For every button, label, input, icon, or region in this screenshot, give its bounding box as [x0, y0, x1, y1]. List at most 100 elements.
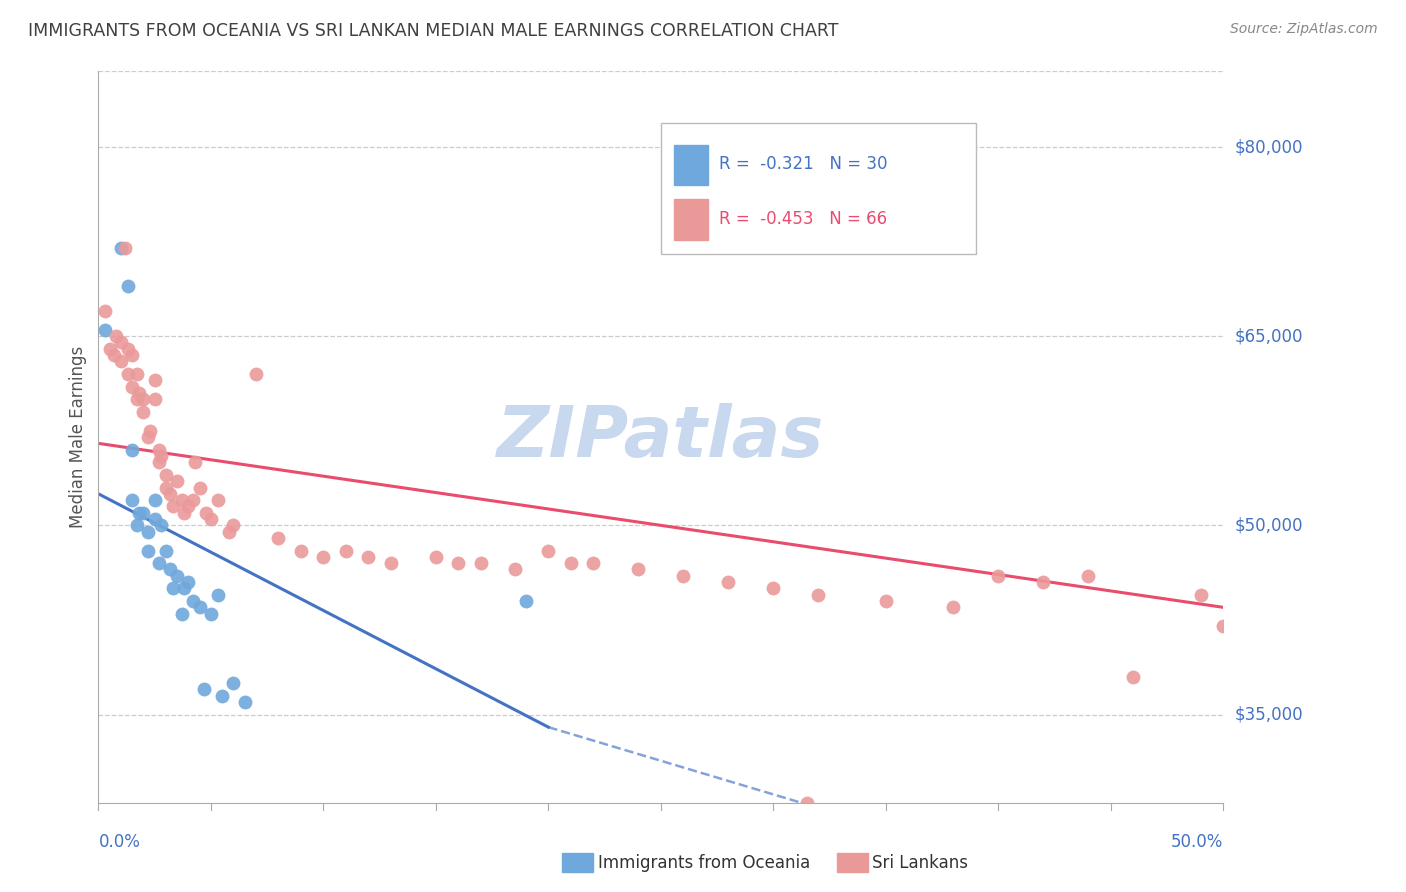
Point: [1032, 575, 1054, 590]
Text: 50.0%: 50.0%: [1171, 833, 1223, 851]
Point: [94, 323, 117, 337]
Bar: [675, 199, 709, 240]
Point: [245, 367, 267, 381]
Point: [117, 278, 139, 293]
Point: [942, 600, 965, 615]
Bar: [675, 145, 709, 185]
Point: [1189, 588, 1212, 602]
Text: Source: ZipAtlas.com: Source: ZipAtlas.com: [1230, 22, 1378, 37]
Point: [560, 556, 582, 570]
Text: R =  -0.321   N = 30: R = -0.321 N = 30: [720, 155, 887, 173]
Point: [155, 543, 177, 558]
Point: [184, 455, 207, 469]
Point: [181, 594, 204, 608]
Point: [177, 500, 200, 514]
Point: [312, 549, 335, 564]
Point: [121, 442, 143, 457]
Point: [143, 493, 166, 508]
Point: [139, 424, 162, 438]
Point: [143, 392, 166, 407]
Point: [162, 582, 184, 596]
Point: [162, 500, 184, 514]
Point: [200, 607, 222, 621]
Point: [173, 582, 195, 596]
Point: [200, 512, 222, 526]
Point: [132, 392, 155, 407]
Point: [627, 562, 650, 576]
Point: [987, 569, 1010, 583]
Y-axis label: Median Male Earnings: Median Male Earnings: [69, 346, 87, 528]
Point: [166, 569, 188, 583]
Text: R =  -0.453   N = 66: R = -0.453 N = 66: [720, 211, 887, 228]
Point: [110, 241, 132, 255]
Text: $65,000: $65,000: [1234, 327, 1303, 345]
Point: [143, 512, 166, 526]
Point: [267, 531, 290, 545]
Point: [94, 304, 117, 318]
Point: [1212, 619, 1234, 633]
Point: [335, 543, 357, 558]
Point: [222, 676, 245, 690]
Point: [136, 543, 159, 558]
Point: [105, 329, 128, 343]
Point: [447, 556, 470, 570]
Text: ZIPatlas: ZIPatlas: [498, 402, 824, 472]
Point: [125, 518, 148, 533]
Point: [207, 588, 229, 602]
Point: [193, 682, 215, 697]
Point: [717, 575, 740, 590]
Point: [159, 562, 181, 576]
Point: [121, 493, 143, 508]
Point: [159, 487, 181, 501]
Point: [148, 556, 170, 570]
Point: [148, 442, 170, 457]
Point: [222, 518, 245, 533]
Point: [125, 392, 148, 407]
Point: [117, 367, 139, 381]
Point: [173, 506, 195, 520]
Point: [290, 543, 312, 558]
Point: [357, 549, 380, 564]
Point: [150, 449, 173, 463]
Point: [470, 556, 492, 570]
Text: $80,000: $80,000: [1234, 138, 1303, 156]
Point: [515, 594, 537, 608]
Text: $50,000: $50,000: [1234, 516, 1303, 534]
Point: [132, 405, 155, 419]
Point: [1122, 670, 1144, 684]
Point: [103, 348, 125, 362]
Point: [125, 367, 148, 381]
Point: [672, 569, 695, 583]
Text: Immigrants from Oceania: Immigrants from Oceania: [598, 854, 810, 871]
Point: [762, 582, 785, 596]
Text: 0.0%: 0.0%: [98, 833, 141, 851]
Point: [503, 562, 526, 576]
Point: [875, 594, 897, 608]
Point: [110, 335, 132, 350]
Point: [170, 493, 193, 508]
Point: [195, 506, 218, 520]
Point: [166, 474, 188, 488]
Point: [1077, 569, 1099, 583]
Point: [380, 556, 402, 570]
Point: [582, 556, 605, 570]
Point: [117, 342, 139, 356]
Point: [128, 386, 150, 401]
Point: [537, 543, 560, 558]
Point: [233, 695, 256, 709]
Point: [425, 549, 447, 564]
Point: [170, 607, 193, 621]
Point: [121, 348, 143, 362]
Text: $35,000: $35,000: [1234, 706, 1303, 723]
Point: [136, 430, 159, 444]
Point: [148, 455, 170, 469]
Point: [207, 493, 229, 508]
Point: [98, 342, 121, 356]
Point: [128, 506, 150, 520]
Point: [188, 600, 211, 615]
Point: [188, 481, 211, 495]
Point: [136, 524, 159, 539]
Point: [114, 241, 136, 255]
Point: [218, 524, 240, 539]
Point: [155, 481, 177, 495]
